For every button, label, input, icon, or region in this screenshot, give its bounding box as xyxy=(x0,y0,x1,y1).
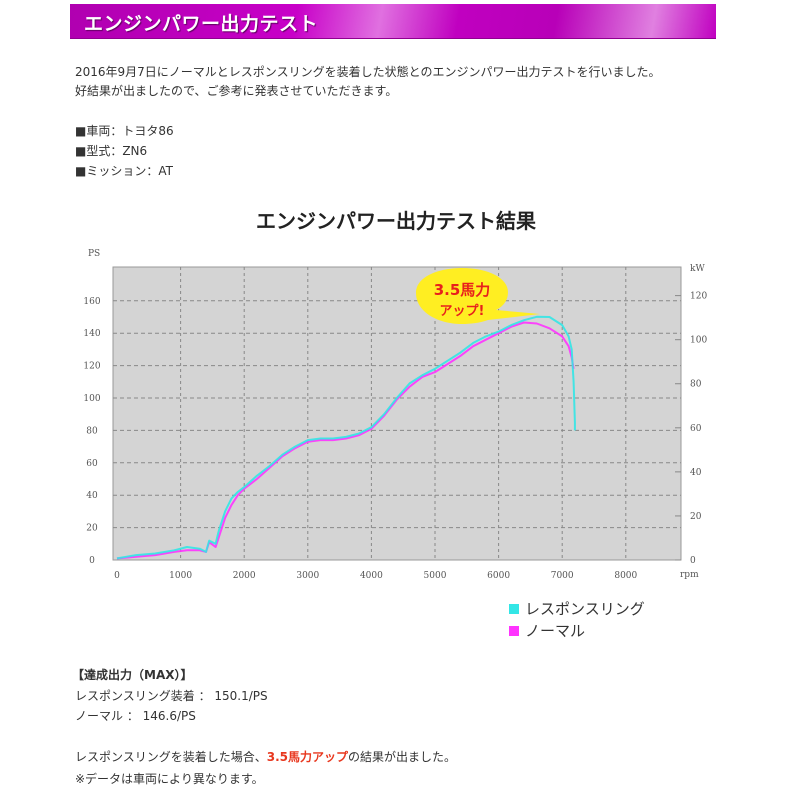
svg-text:100: 100 xyxy=(690,336,707,346)
svg-text:140: 140 xyxy=(83,329,100,339)
results-note: ※データは車両により異なります。 xyxy=(75,772,264,786)
annotation-bubble: 3.5馬力 アップ! xyxy=(416,268,540,324)
svg-text:120: 120 xyxy=(690,292,707,302)
svg-text:160: 160 xyxy=(83,297,100,307)
results-ring: レスポンスリング装着 ： 150.1/PS xyxy=(75,689,268,703)
section-banner: エンジンパワー出力テスト xyxy=(70,4,716,38)
svg-text:80: 80 xyxy=(690,380,702,390)
svg-text:0: 0 xyxy=(690,556,696,566)
legend-item-ring: レスポンスリング xyxy=(509,598,645,619)
y-axis-label-ps: PS xyxy=(88,249,101,259)
legend-item-normal: ノーマル xyxy=(509,620,585,641)
svg-text:20: 20 xyxy=(690,512,702,522)
intro-line-1: 2016年9月7日にノーマルとレスポンスリングを装着した状態とのエンジンパワー出… xyxy=(75,65,661,79)
svg-text:120: 120 xyxy=(83,362,100,372)
data-lines xyxy=(116,315,576,560)
svg-text:60: 60 xyxy=(690,424,702,434)
legend-swatch-cyan xyxy=(509,604,519,614)
svg-text:7000: 7000 xyxy=(551,571,574,581)
svg-text:0: 0 xyxy=(114,571,120,581)
spec-model: ■型式：ZN6 xyxy=(75,144,148,158)
svg-text:3000: 3000 xyxy=(296,571,319,581)
results-heading: 【達成出力（MAX）】 xyxy=(72,668,193,682)
svg-text:60: 60 xyxy=(86,459,98,469)
results-normal: ノーマル ： 146.6/PS xyxy=(75,709,196,723)
spec-vehicle: ■車両：トヨタ86 xyxy=(75,124,174,138)
spec-transmission: ■ミッション：AT xyxy=(75,164,173,178)
x-axis-label-rpm: rpm xyxy=(680,570,699,580)
intro-line-2: 好結果が出ましたので、ご参考に発表させていただきます。 xyxy=(75,84,398,98)
svg-text:5000: 5000 xyxy=(424,571,447,581)
svg-text:3.5馬力: 3.5馬力 xyxy=(434,281,491,299)
svg-text:100: 100 xyxy=(83,394,100,404)
chart-grid xyxy=(113,267,681,560)
chart-title: エンジンパワー出力テスト結果 xyxy=(256,209,536,233)
svg-text:2000: 2000 xyxy=(233,571,256,581)
highlight-gain: 3.5馬力アップ xyxy=(266,750,349,764)
svg-text:0: 0 xyxy=(89,556,95,566)
svg-text:20: 20 xyxy=(86,524,98,534)
svg-text:40: 40 xyxy=(86,491,98,501)
legend-swatch-magenta xyxy=(509,626,519,636)
svg-text:40: 40 xyxy=(690,468,702,478)
axis-ticks: 0 1000 2000 3000 4000 5000 6000 7000 80000204060… xyxy=(83,292,707,581)
results-summary: レスポンスリングを装着した場合、3.5馬力アップの結果が出ました。 xyxy=(75,750,457,764)
plot-area xyxy=(112,266,682,561)
svg-text:80: 80 xyxy=(86,426,98,436)
svg-text:アップ!: アップ! xyxy=(440,304,485,319)
y2-axis-label-kw: kW xyxy=(690,264,705,274)
svg-text:6000: 6000 xyxy=(487,571,510,581)
svg-text:1000: 1000 xyxy=(169,571,192,581)
banner-title: エンジンパワー出力テスト xyxy=(84,13,319,35)
svg-text:4000: 4000 xyxy=(360,571,383,581)
svg-text:8000: 8000 xyxy=(614,571,637,581)
